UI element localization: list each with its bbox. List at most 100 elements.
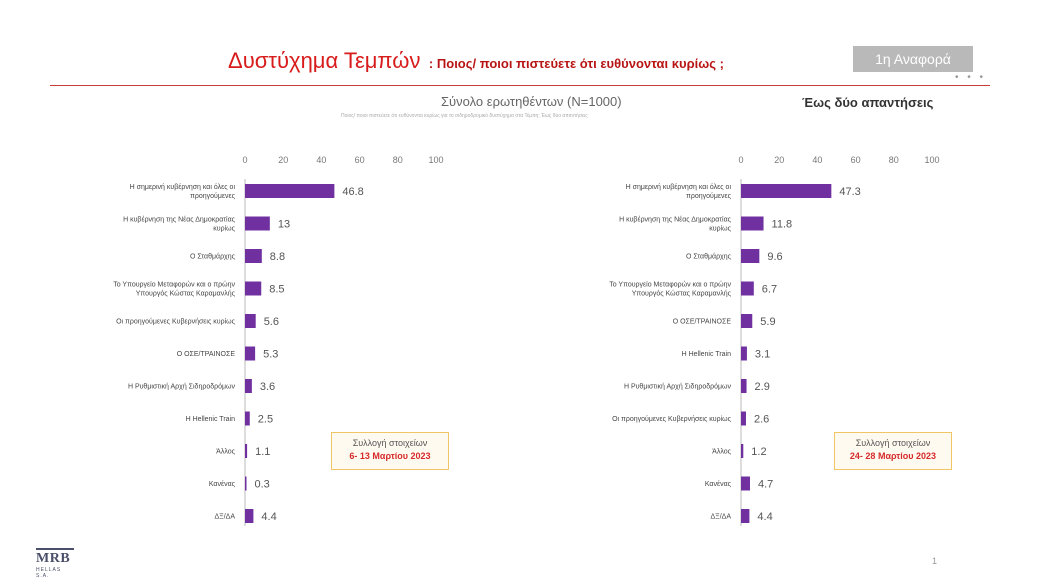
category-label: ΔΞ/ΔΑ <box>214 514 235 521</box>
category-label: Άλλος <box>216 449 235 456</box>
collection-label-left: Συλλογή στοιχείων <box>352 438 428 448</box>
page-number: 1 <box>932 556 938 566</box>
bar-value-label: 8.5 <box>269 284 284 296</box>
category-label: Η Ρυθμιστική Αρχή Σιδηροδρόμων <box>128 383 236 391</box>
bar-value-label: 2.6 <box>754 414 769 426</box>
category-label: κυρίως <box>213 225 235 233</box>
bar-value-label: 4.4 <box>261 511 276 523</box>
bar-value-label: 4.4 <box>757 511 772 523</box>
collection-dates-right: 24- 28 Μαρτίου 2023 <box>849 451 937 461</box>
chart-svg: 0 20 40 60 80 100 47.3 Η σημερινή κυβέρνηση και… <box>609 155 940 526</box>
bar-value-label: 3.6 <box>260 381 275 393</box>
x-tick-label: 40 <box>812 155 822 165</box>
bar <box>245 346 256 361</box>
category-label: Άλλος <box>712 449 731 456</box>
category-label: Η κυβέρνηση της Νέας Δημοκρατίας <box>619 216 732 224</box>
bar-value-label: 5.9 <box>760 316 775 328</box>
x-tick-label: 100 <box>924 155 939 165</box>
bar-value-label: 3.1 <box>755 349 770 361</box>
bar-value-label: 8.8 <box>270 251 285 263</box>
x-tick-label: 0 <box>738 155 743 165</box>
page-title: Δυστύχημα Τεμπών : Ποιος/ ποιοι πιστεύετ… <box>228 48 724 74</box>
category-label: Υπουργός Κώστας Καραμανλής <box>632 290 732 298</box>
bar <box>741 281 754 296</box>
bar-value-label: 5.3 <box>263 349 278 361</box>
logo-text: MRB <box>36 548 74 567</box>
category-label: Ο Σταθμάρχης <box>190 253 236 261</box>
bar-value-label: 11.8 <box>772 219 793 231</box>
sample-size: Σύνολο ερωτηθέντων (N=1000) <box>441 94 622 109</box>
bar <box>741 411 746 426</box>
category-label: Η σημερινή κυβέρνηση και όλες οι <box>130 183 236 191</box>
bar-value-label: 13 <box>278 219 290 231</box>
category-label: προηγούμενες <box>686 192 732 200</box>
category-label: προηγούμενες <box>190 192 236 200</box>
category-label: Κανένας <box>705 480 732 488</box>
category-label: Ο Σταθμάρχης <box>686 253 732 261</box>
category-label: Η Hellenic Train <box>186 416 236 423</box>
chart-svg: 0 20 40 60 80 100 46.8 Η σημερινή κυβέρνηση και… <box>113 155 444 526</box>
bar-value-label: 2.9 <box>755 381 770 393</box>
title-rule <box>50 85 990 86</box>
bar-value-label: 6.7 <box>762 284 777 296</box>
bar <box>245 476 247 491</box>
category-label: Κανένας <box>209 480 236 488</box>
category-label: Ο ΟΣΕ/ΤΡΑΙΝΟΣΕ <box>673 319 732 326</box>
bar-value-label: 47.3 <box>839 186 860 198</box>
category-label: Η σημερινή κυβέρνηση και όλες οι <box>626 183 732 191</box>
badge-dots: • • • <box>955 72 987 83</box>
bar <box>741 444 744 458</box>
x-tick-label: 80 <box>889 155 899 165</box>
bar <box>741 314 753 328</box>
answers-note: Έως δύο απαντήσεις <box>802 95 934 110</box>
bar-value-label: 0.3 <box>255 479 270 491</box>
category-label: Ο ΟΣΕ/ΤΡΑΙΝΟΣΕ <box>177 351 236 358</box>
x-tick-label: 60 <box>851 155 861 165</box>
collection-dates-left: 6- 13 Μαρτίου 2023 <box>349 451 431 461</box>
x-tick-label: 80 <box>393 155 403 165</box>
bar <box>245 509 254 523</box>
mrb-logo: MRB HELLAS S.A. <box>36 548 74 579</box>
bar <box>245 281 262 296</box>
category-label: ΔΞ/ΔΑ <box>710 514 731 521</box>
bar <box>245 216 270 231</box>
x-tick-label: 100 <box>428 155 443 165</box>
question-note: Ποιος/ ποιοι πιστεύετε ότι ευθύνονται κυ… <box>341 113 588 119</box>
x-tick-label: 20 <box>774 155 784 165</box>
bar <box>741 379 747 393</box>
report-badge: 1η Αναφορά <box>853 46 973 72</box>
x-tick-label: 60 <box>355 155 365 165</box>
x-tick-label: 0 <box>242 155 247 165</box>
collection-label-right: Συλλογή στοιχείων <box>855 438 931 448</box>
bar <box>741 249 760 263</box>
title-question: : Ποιος/ ποιοι πιστεύετε ότι ευθύνονται … <box>428 56 724 71</box>
bar <box>245 249 262 263</box>
bar <box>245 379 252 393</box>
x-tick-label: 40 <box>316 155 326 165</box>
collection-box-left: Συλλογή στοιχείων 6- 13 Μαρτίου 2023 <box>331 432 449 470</box>
category-label: Η Ρυθμιστική Αρχή Σιδηροδρόμων <box>624 383 732 391</box>
bar-value-label: 9.6 <box>767 251 782 263</box>
bar-value-label: 4.7 <box>758 479 773 491</box>
category-label: Η κυβέρνηση της Νέας Δημοκρατίας <box>123 216 236 224</box>
bar-value-label: 46.8 <box>342 186 363 198</box>
collection-box-right: Συλλογή στοιχείων 24- 28 Μαρτίου 2023 <box>834 432 952 470</box>
title-main: Δυστύχημα Τεμπών <box>228 48 421 73</box>
chart-left: 0 20 40 60 80 100 46.8 Η σημερινή κυβέρνηση και… <box>0 145 520 545</box>
bar-value-label: 5.6 <box>264 316 279 328</box>
x-tick-label: 20 <box>278 155 288 165</box>
category-label: Το Υπουργείο Μεταφορών και ο πρώην <box>113 281 235 289</box>
bar <box>741 476 750 491</box>
bar <box>741 346 747 361</box>
category-label: Οι προηγούμενες Κυβερνήσεις κυρίως <box>116 318 236 326</box>
category-label: Υπουργός Κώστας Καραμανλής <box>136 290 236 298</box>
logo-subtext: HELLAS S.A. <box>36 567 62 579</box>
bar <box>741 216 764 231</box>
bar <box>245 184 335 198</box>
bar <box>245 411 250 426</box>
category-label: Το Υπουργείο Μεταφορών και ο πρώην <box>609 281 731 289</box>
bar-value-label: 2.5 <box>258 414 273 426</box>
bar <box>245 314 256 328</box>
bar <box>741 184 832 198</box>
category-label: Οι προηγούμενες Κυβερνήσεις κυρίως <box>612 415 732 423</box>
